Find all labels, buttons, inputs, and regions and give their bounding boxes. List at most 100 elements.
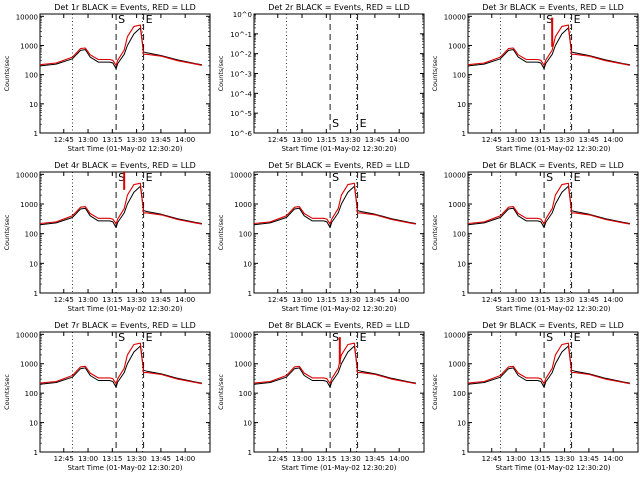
y-tick-label: 10000 — [444, 13, 466, 21]
chart-title: Det 5r BLACK = Events, RED = LLD — [268, 161, 410, 170]
x-tick-label: 14:00 — [389, 296, 409, 304]
x-tick-label: 13:00 — [506, 455, 526, 463]
x-tick-label: 13:00 — [506, 296, 526, 304]
series-lld-line — [39, 24, 202, 66]
chart-panel-8: Det 8r BLACK = Events, RED = LLD 1 10 100 10… — [217, 321, 425, 472]
x-tick-label: 13:45 — [579, 136, 599, 144]
x-tick-label: 13:15 — [102, 455, 122, 463]
x-tick-label: 13:15 — [316, 455, 336, 463]
y-tick-label: 10 — [457, 101, 466, 109]
y-tick-label: 100 — [25, 390, 38, 398]
chart-panel-4: Det 4r BLACK = Events, RED = LLD 1 10 100 10… — [3, 161, 211, 313]
x-tick-label: 13:45 — [579, 296, 599, 304]
marker-e: E — [146, 13, 153, 26]
chart-panel-5: Det 5r BLACK = Events, RED = LLD 1 10 100 10… — [217, 161, 425, 313]
y-tick-label: 100 — [453, 390, 466, 398]
y-tick-label: 1 — [34, 290, 38, 298]
y-tick-label: 10 — [29, 260, 38, 268]
y-tick-label: 10000 — [16, 13, 38, 21]
chart-panel-7: Det 7r BLACK = Events, RED = LLD 1 10 100 10… — [3, 321, 211, 472]
marker-s: S — [546, 171, 553, 184]
marker-s: S — [546, 331, 553, 344]
y-axis-label: Counts/sec — [431, 214, 439, 250]
chart-title: Det 3r BLACK = Events, RED = LLD — [482, 3, 624, 12]
series-events-line — [39, 27, 202, 70]
x-tick-label: 14:00 — [175, 136, 195, 144]
marker-e: E — [574, 13, 581, 26]
marker-s: S — [118, 331, 125, 344]
x-axis-label: Start Time (01-May-02 12:30:20) — [495, 464, 610, 472]
y-tick-label: 1 — [462, 130, 466, 138]
y-tick-label: 10000 — [444, 171, 466, 179]
marker-s: S — [118, 13, 125, 26]
plot-frame — [39, 331, 211, 453]
y-tick-label: 10000 — [16, 331, 38, 339]
y-axis-label: Counts/sec — [431, 55, 439, 91]
marker-e: E — [574, 171, 581, 184]
chart-title: Det 2r BLACK = Events, RED = LLD — [268, 3, 410, 12]
series-lld-line — [253, 342, 416, 385]
x-tick-label: 13:30 — [127, 136, 147, 144]
chart-title: Det 4r BLACK = Events, RED = LLD — [54, 161, 196, 170]
marker-e: E — [574, 331, 581, 344]
y-tick-label: 10^-4 — [230, 90, 252, 98]
y-tick-label: 10^-2 — [230, 51, 252, 59]
series-events-line — [253, 185, 416, 229]
x-axis-label: Start Time (01-May-02 12:30:20) — [495, 305, 610, 313]
y-tick-label: 10^-6 — [230, 130, 252, 138]
x-tick-label: 13:30 — [341, 455, 361, 463]
x-axis-label: Start Time (01-May-02 12:30:20) — [281, 145, 396, 153]
marker-s: S — [332, 331, 339, 344]
x-tick-label: 13:15 — [102, 296, 122, 304]
y-tick-label: 1 — [462, 449, 466, 457]
series-events-line — [467, 345, 630, 388]
plot-frame — [253, 331, 425, 453]
y-tick-label: 10 — [457, 420, 466, 428]
y-axis-label: Counts/sec — [431, 374, 439, 410]
plot-frame — [467, 171, 639, 294]
x-tick-label: 12:45 — [268, 296, 288, 304]
y-tick-label: 10000 — [444, 331, 466, 339]
y-axis-label: Counts/sec — [3, 55, 11, 91]
x-tick-label: 13:00 — [292, 136, 312, 144]
y-tick-label: 10 — [29, 420, 38, 428]
plot-frame — [39, 171, 211, 294]
x-axis-label: Start Time (01-May-02 12:30:20) — [67, 305, 182, 313]
y-tick-label: 1000 — [20, 42, 38, 50]
y-axis-label: Counts/sec — [217, 374, 225, 410]
y-axis-label: Counts/sec — [3, 214, 11, 250]
x-tick-label: 13:15 — [316, 136, 336, 144]
y-tick-label: 1000 — [20, 201, 38, 209]
x-tick-label: 13:15 — [530, 296, 550, 304]
chart-panel-3: Det 3r BLACK = Events, RED = LLD 1 10 100 10… — [431, 3, 639, 153]
chart-title: Det 1r BLACK = Events, RED = LLD — [54, 3, 196, 12]
x-tick-label: 14:00 — [389, 455, 409, 463]
chart-panel-6: Det 6r BLACK = Events, RED = LLD 1 10 100 10… — [431, 161, 639, 313]
y-tick-label: 1000 — [448, 361, 466, 369]
plot-frame — [467, 331, 639, 453]
y-tick-label: 1 — [248, 290, 252, 298]
series-events-line — [39, 185, 202, 229]
series-lld-line — [467, 342, 630, 385]
chart-panel-1: Det 1r BLACK = Events, RED = LLD 1 10 100 10… — [3, 3, 211, 153]
x-tick-label: 14:00 — [603, 136, 623, 144]
y-tick-label: 10^-5 — [230, 110, 252, 118]
y-axis-label: Counts/sec — [217, 214, 225, 250]
series-events-line — [253, 345, 416, 388]
x-tick-label: 13:30 — [127, 455, 147, 463]
y-tick-label: 10000 — [230, 171, 252, 179]
plot-frame — [253, 13, 425, 134]
marker-e: E — [146, 171, 153, 184]
plot-frame — [253, 171, 425, 294]
x-tick-label: 14:00 — [603, 455, 623, 463]
y-tick-label: 10^-3 — [230, 71, 252, 79]
marker-s: S — [118, 171, 125, 184]
x-tick-label: 14:00 — [175, 296, 195, 304]
x-axis-label: Start Time (01-May-02 12:30:20) — [495, 145, 610, 153]
y-tick-label: 100 — [453, 72, 466, 80]
series-lld-line — [39, 342, 202, 385]
x-tick-label: 12:45 — [482, 455, 502, 463]
x-tick-label: 14:00 — [175, 455, 195, 463]
x-tick-label: 13:30 — [127, 296, 147, 304]
